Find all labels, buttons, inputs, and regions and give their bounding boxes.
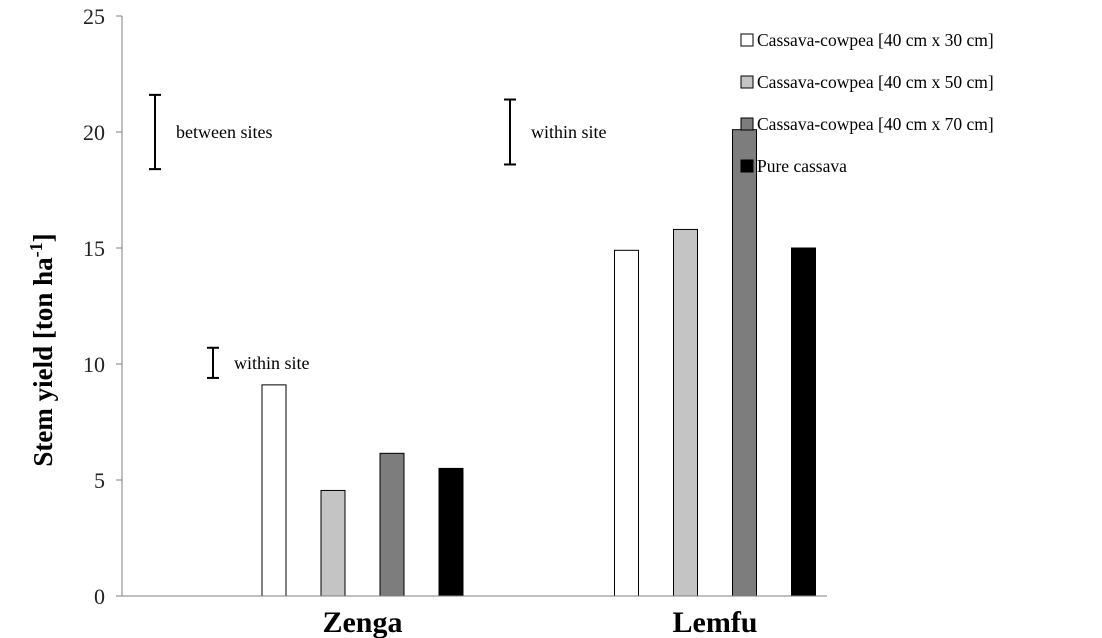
bar	[732, 129, 757, 597]
y-axis-label: Stem yield [ton ha-1]	[26, 233, 58, 466]
bars	[261, 129, 816, 597]
error-bar-label: within site	[531, 122, 607, 142]
y-tick-label: 20	[83, 120, 105, 145]
y-tick-label: 10	[83, 352, 105, 377]
bar	[320, 489, 346, 597]
x-category-label: Lemfu	[673, 606, 758, 638]
y-tick-label: 0	[94, 584, 105, 609]
legend: Cassava-cowpea [40 cm x 30 cm] Cassava-co…	[740, 30, 994, 176]
y-tick-label: 25	[83, 4, 105, 29]
error-bar-label: within site	[234, 353, 310, 373]
error-annotations: between sites within site within site	[149, 93, 607, 379]
y-axis-label-suffix: ]	[28, 233, 58, 242]
y-axis-label-superscript: -1	[26, 242, 46, 257]
bar	[791, 247, 816, 597]
y-axis-label-text: Stem yield [ton ha	[28, 257, 58, 467]
legend-swatch	[740, 117, 754, 131]
legend-label: Cassava-cowpea [40 cm x 50 cm]	[757, 72, 994, 92]
legend-swatch	[740, 159, 754, 173]
legend-swatch	[740, 75, 754, 89]
bar	[438, 467, 464, 597]
legend-label: Cassava-cowpea [40 cm x 30 cm]	[757, 30, 994, 50]
bar	[673, 228, 698, 597]
bar	[614, 249, 639, 597]
bar	[261, 384, 287, 597]
bar	[379, 452, 405, 597]
y-tick-label: 15	[83, 236, 105, 261]
error-bar-label: between sites	[176, 122, 272, 142]
x-axis: Zenga Lemfu	[122, 595, 827, 638]
legend-label: Cassava-cowpea [40 cm x 70 cm]	[757, 114, 994, 134]
y-tick-label: 5	[94, 468, 105, 493]
x-category-label: Zenga	[322, 606, 402, 638]
legend-swatch	[740, 33, 754, 47]
y-axis: 0 5 10 15 20 25	[83, 4, 123, 609]
legend-label: Pure cassava	[757, 156, 847, 176]
